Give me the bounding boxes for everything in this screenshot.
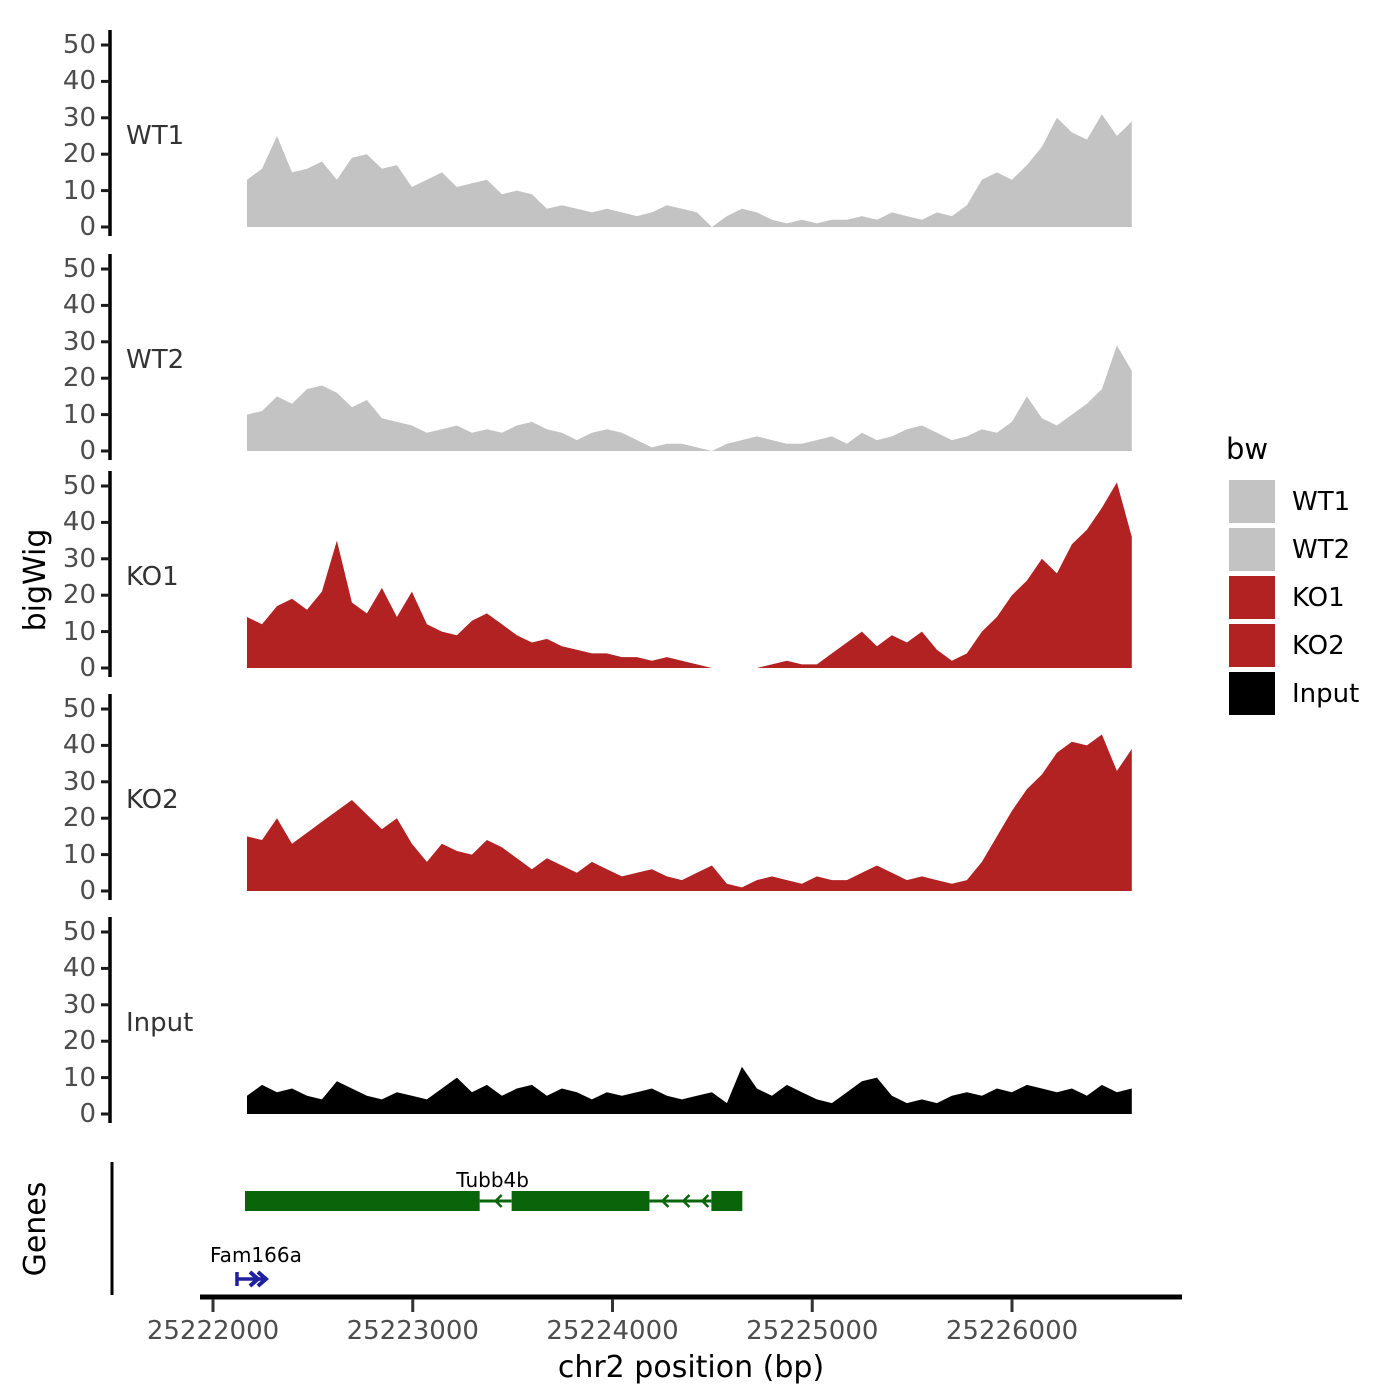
gene-exon-Tubb4b-0 [244,1191,480,1211]
signal-area-WT1 [247,114,1132,227]
gene-strand-arrow-Tubb4b-1-2 [700,1194,710,1208]
gene-exon-Tubb4b-1 [511,1191,650,1211]
gene-strand-arrow-Tubb4b-1-1 [681,1194,691,1208]
gene-strand-arrow-Tubb4b-1-0 [660,1194,670,1208]
gene-strand-arrow-Tubb4b-0-0 [493,1194,503,1208]
signal-area-Input [247,1066,1132,1114]
gene-strand-arrow-Fam166a-1 [256,1270,269,1288]
signal-area-WT2 [247,345,1132,451]
gene-exon-Tubb4b-2 [711,1191,743,1211]
gene-strand-arrow-Fam166a-0 [248,1270,261,1288]
signal-area-KO2 [247,734,1132,891]
signal-area-KO1 [247,482,1132,668]
